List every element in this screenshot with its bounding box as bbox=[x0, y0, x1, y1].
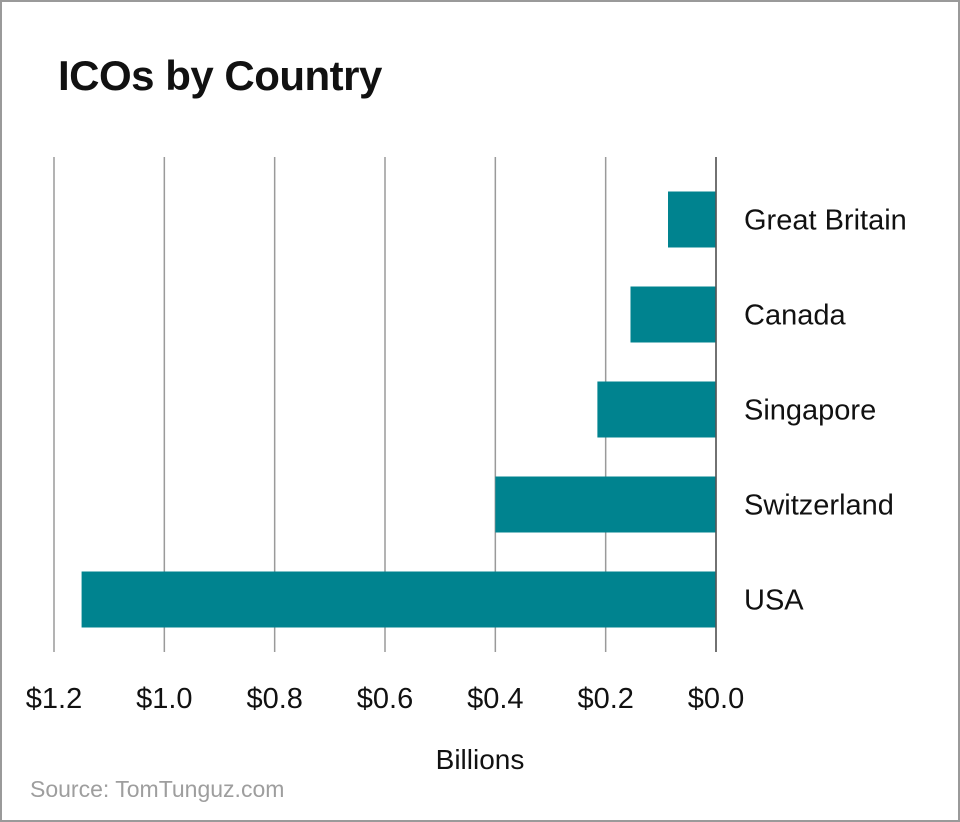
x-tick-label: $0.4 bbox=[467, 683, 523, 715]
category-label: Great Britain bbox=[744, 205, 907, 237]
bar-canada bbox=[630, 286, 716, 343]
x-tick-label: $1.0 bbox=[136, 683, 192, 715]
x-axis-label: Billions bbox=[435, 744, 525, 775]
chart-title: ICOs by Country bbox=[58, 52, 382, 99]
bar-great-britain bbox=[668, 191, 716, 248]
category-label: USA bbox=[744, 585, 804, 617]
category-label: Canada bbox=[744, 300, 846, 332]
bar-singapore bbox=[597, 381, 716, 438]
x-tick-label: $0.8 bbox=[246, 683, 302, 715]
category-label: Switzerland bbox=[744, 490, 894, 522]
x-tick-label: $0.6 bbox=[357, 683, 413, 715]
bar-usa bbox=[81, 571, 717, 628]
x-tick-label: $0.0 bbox=[688, 683, 744, 715]
x-tick-label: $0.2 bbox=[577, 683, 633, 715]
category-label: Singapore bbox=[744, 395, 876, 427]
source-note: Source: TomTunguz.com bbox=[30, 776, 285, 802]
x-tick-label: $1.2 bbox=[26, 683, 82, 715]
bar-switzerland bbox=[495, 476, 716, 533]
